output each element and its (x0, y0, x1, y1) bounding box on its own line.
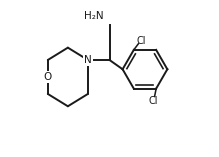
Text: N: N (84, 55, 92, 65)
Text: Cl: Cl (148, 96, 158, 106)
Text: H₂N: H₂N (84, 11, 103, 22)
Text: Cl: Cl (137, 36, 146, 46)
Text: O: O (44, 72, 52, 82)
